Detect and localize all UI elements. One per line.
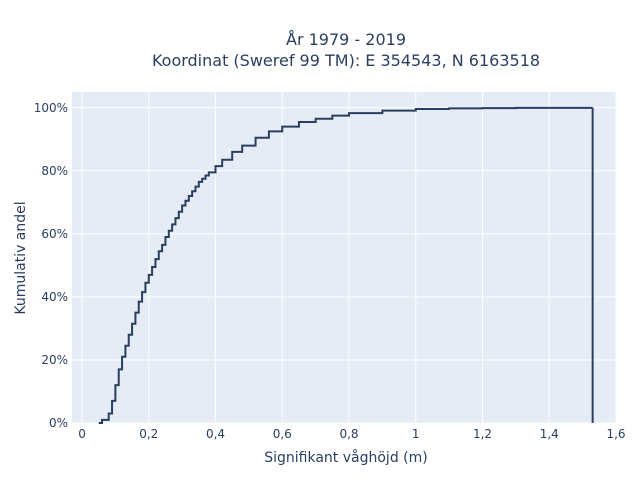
y-tick-label-2: 40% [41, 290, 68, 304]
y-tick-label-4: 80% [41, 164, 68, 178]
x-tick-label-6: 1,2 [473, 427, 492, 441]
x-tick-label-1: 0,2 [139, 427, 158, 441]
series-layer [98, 106, 594, 424]
chart-title-line-1: År 1979 - 2019 [286, 30, 406, 49]
y-tick-label-5: 100% [34, 101, 68, 115]
x-tick-labels: 0 0,2 0,4 0,6 0,8 1 1,2 1,4 1,6 [78, 427, 625, 441]
x-tick-label-0: 0 [78, 427, 86, 441]
x-tick-label-8: 1,6 [606, 427, 625, 441]
x-tick-label-4: 0,8 [339, 427, 358, 441]
x-tick-label-3: 0,6 [273, 427, 292, 441]
y-axis-label: Kumulativ andel [13, 201, 29, 314]
y-tick-label-3: 60% [41, 227, 68, 241]
y-tick-label-1: 20% [41, 353, 68, 367]
x-tick-label-2: 0,4 [206, 427, 225, 441]
x-tick-label-5: 1 [412, 427, 420, 441]
x-tick-label-7: 1,4 [540, 427, 559, 441]
y-tick-label-0: 0% [49, 416, 68, 430]
ecdf-step-line-0 [98, 106, 594, 424]
x-axis-label: Signifikant våghöjd (m) [264, 449, 427, 466]
y-tick-labels: 0% 20% 40% 60% 80% 100% [34, 101, 68, 430]
grid-lines [72, 92, 617, 424]
plot-area [72, 92, 616, 423]
chart-title-line-2: Koordinat (Sweref 99 TM): E 354543, N 61… [152, 51, 540, 70]
